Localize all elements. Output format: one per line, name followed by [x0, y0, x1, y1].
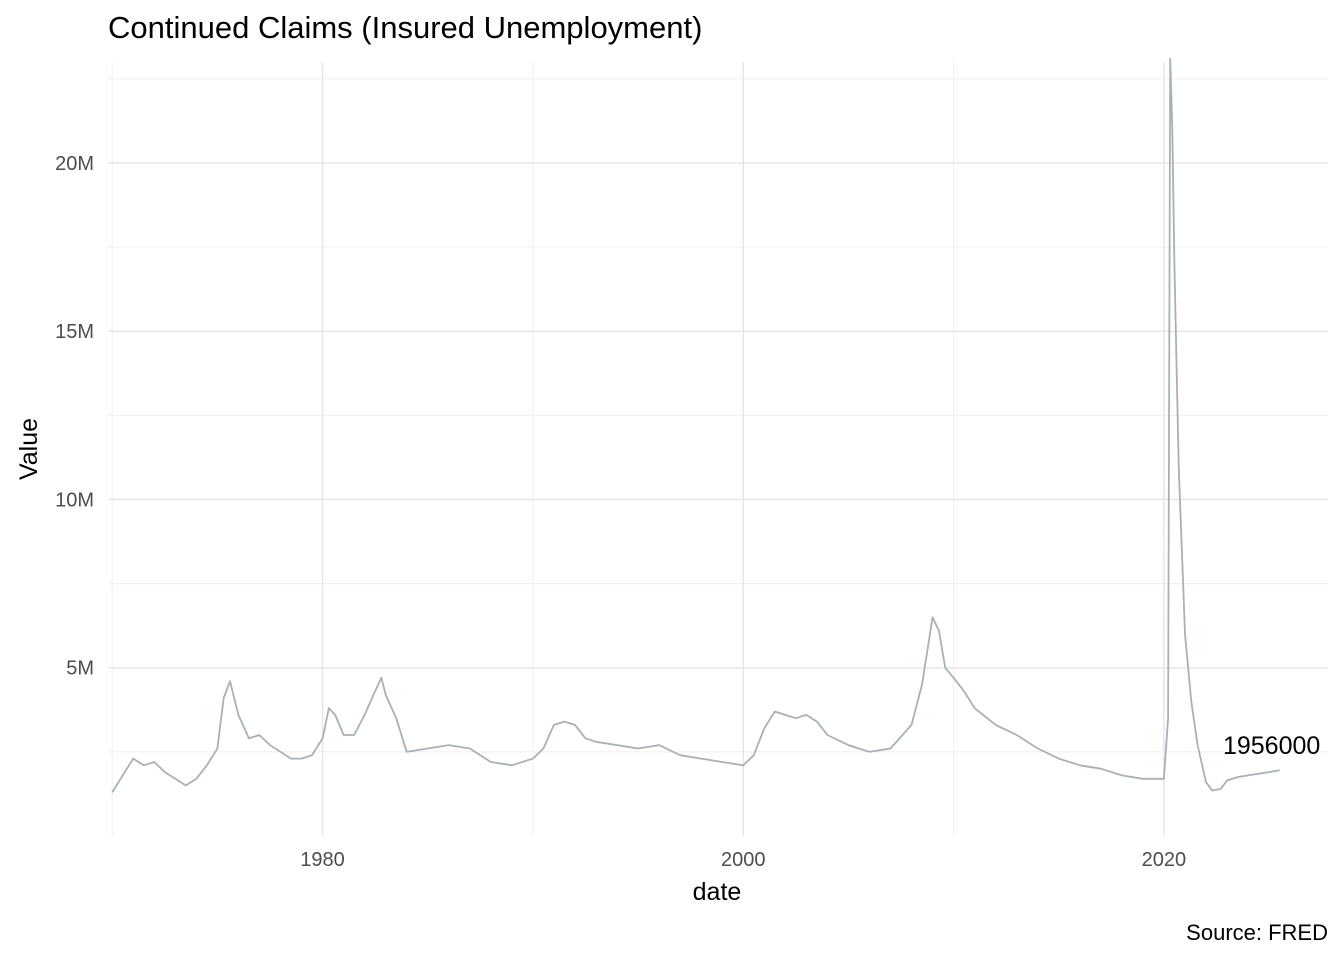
y-tick-labels: 5M 10M 15M 20M	[55, 153, 94, 680]
x-axis-title: date	[693, 878, 742, 906]
source-caption: Source: FRED	[1186, 920, 1328, 945]
y-axis-title: Value	[15, 418, 43, 480]
chart-title: Continued Claims (Insured Unemployment)	[108, 10, 703, 45]
x-tick-label: 1980	[300, 849, 345, 871]
y-tick-label: 5M	[66, 658, 94, 680]
grid-major	[108, 62, 1328, 836]
last-value-label: 1956000	[1223, 732, 1320, 760]
y-tick-label: 20M	[55, 153, 94, 175]
y-tick-label: 15M	[55, 321, 94, 343]
series-layer	[111, 57, 1280, 793]
x-tick-labels: 1980 2000 2020	[300, 849, 1186, 871]
series-line	[111, 57, 1280, 793]
y-tick-label: 10M	[55, 489, 94, 511]
x-tick-label: 2000	[721, 849, 766, 871]
x-tick-label: 2020	[1142, 849, 1187, 871]
grid-minor	[108, 62, 1328, 836]
